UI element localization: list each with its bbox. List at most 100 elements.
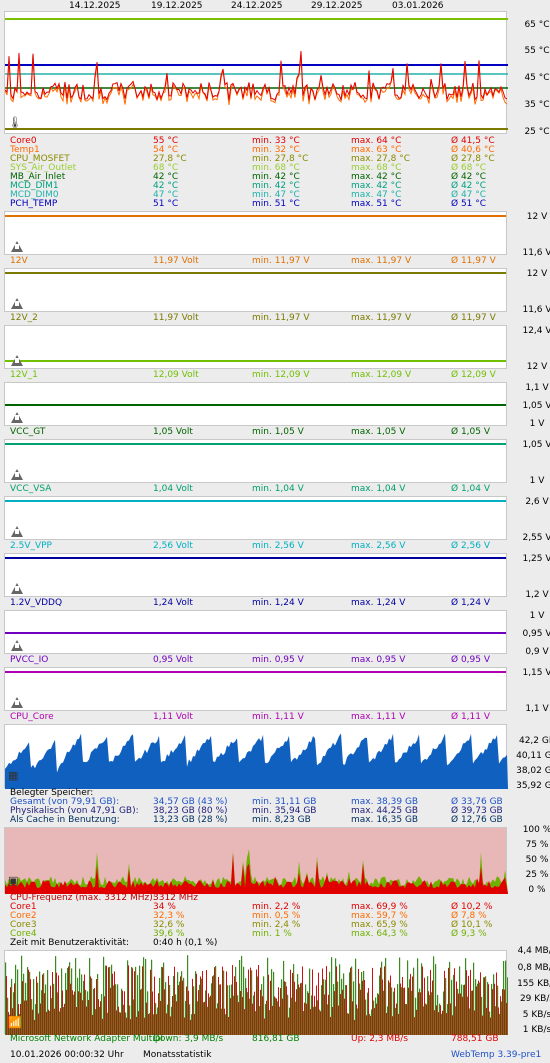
net-down-bar <box>69 962 71 1035</box>
net-up-bar <box>216 1008 217 1035</box>
voltage-chart-cpu_core[interactable] <box>4 667 507 711</box>
net-down-bar <box>435 964 437 1035</box>
net-up-bar <box>206 970 207 1035</box>
net-down-bar <box>187 955 189 1035</box>
net-down-bar <box>385 957 387 1035</box>
temp-axis-label: 35 °C <box>524 100 550 110</box>
net-down-bar <box>21 955 23 1035</box>
net-up-bar <box>420 992 421 1035</box>
net-down-bar <box>491 984 493 1035</box>
net-up-bar <box>368 988 369 1035</box>
net-up-bar <box>190 1019 191 1035</box>
net-down-bar <box>419 988 421 1035</box>
voltage-chart-1.2v_vddq[interactable] <box>4 553 507 597</box>
volt-axis-label: 11,6 V <box>522 248 550 258</box>
net-down-bar <box>119 1012 121 1035</box>
voltage-chart-pvcc_io[interactable] <box>4 610 507 654</box>
legend-row: Core0 55 °C min. 33 °C max. 64 °C Ø 41,5 °C <box>10 136 495 146</box>
net-down-bar <box>411 990 413 1035</box>
net-down-bar <box>47 970 49 1035</box>
net-down-bar <box>383 990 385 1035</box>
net-up-bar <box>482 1015 483 1035</box>
net-up-bar <box>296 989 297 1035</box>
net-down-bar <box>437 994 439 1035</box>
net-up-bar <box>500 996 501 1035</box>
cpu-chip-icon: ▣ <box>8 874 19 887</box>
net-up-bar <box>132 968 133 1035</box>
net-down-bar <box>475 979 477 1035</box>
net-down-bar <box>301 982 303 1035</box>
memory-chart[interactable]: ▦ <box>4 724 508 789</box>
net-up-bar <box>370 1016 371 1035</box>
net-up-bar <box>470 969 471 1035</box>
net-up-bar <box>36 976 37 1035</box>
net-down-bar <box>261 984 263 1035</box>
net-up-bar <box>280 988 281 1035</box>
net-down-bar <box>103 956 105 1035</box>
net-down-bar <box>121 988 123 1035</box>
net-down-bar <box>495 1006 497 1035</box>
voltage-line <box>5 404 506 406</box>
voltage-chart-vcc_vsa[interactable] <box>4 439 507 483</box>
net-down-bar <box>449 961 451 1035</box>
net-down-bar <box>171 1006 173 1035</box>
net-down-bar <box>325 979 327 1035</box>
net-up-bar <box>328 994 329 1035</box>
net-down-bar <box>473 962 475 1035</box>
net-down-bar <box>13 992 15 1035</box>
cpu-chart[interactable]: ▣ <box>4 827 508 894</box>
net-down-bar <box>197 1001 199 1035</box>
net-up-bar <box>292 973 293 1035</box>
net-down-bar <box>453 974 455 1035</box>
net-up-bar <box>448 967 449 1035</box>
voltage-chart-12v[interactable] <box>4 211 507 255</box>
app-version-link[interactable]: WebTemp 3.39-pre1 <box>451 1050 542 1060</box>
net-up-bar <box>128 965 129 1035</box>
cpu-axis-label: 100 % <box>522 825 550 835</box>
net-up-bar <box>140 989 141 1035</box>
net-down-bar <box>343 973 345 1035</box>
volt-axis-label: 2,6 V <box>525 497 549 507</box>
net-down-bar <box>477 983 479 1035</box>
net-up-bar <box>388 980 389 1035</box>
net-down-bar <box>157 1007 159 1035</box>
network-chart[interactable]: 📶 <box>4 950 508 1035</box>
net-down-bar <box>307 991 309 1035</box>
net-up-bar <box>50 985 51 1035</box>
voltage-chart-12v_1[interactable] <box>4 325 507 369</box>
voltage-chart-12v_2[interactable] <box>4 268 507 312</box>
net-down-bar <box>331 957 333 1035</box>
voltage-chart-2.5v_vpp[interactable] <box>4 496 507 540</box>
net-up-bar <box>240 991 241 1035</box>
net-up-bar <box>48 1009 49 1035</box>
net-down-bar <box>317 1000 319 1035</box>
temperature-chart[interactable]: 🌡 <box>4 11 508 134</box>
net-up-bar <box>480 972 481 1035</box>
net-up-bar <box>46 1011 47 1035</box>
view-mode-link[interactable]: Monatsstatistik <box>143 1050 212 1060</box>
network-up-rate: Up: 2,3 MB/s <box>351 1034 409 1044</box>
net-down-bar <box>493 974 495 1035</box>
net-up-bar <box>146 1002 147 1035</box>
volt-axis-label: 1,25 V <box>522 554 550 564</box>
net-up-bar <box>108 967 109 1035</box>
net-down-bar <box>141 988 143 1035</box>
net-up-bar <box>320 1011 321 1035</box>
net-up-bar <box>202 971 203 1035</box>
net-up-bar <box>98 999 99 1035</box>
warning-triangle-icon <box>11 355 23 366</box>
voltage-line <box>5 215 506 217</box>
net-down-bar <box>255 1011 257 1035</box>
net-down-bar <box>225 1014 227 1035</box>
net-up-bar <box>196 973 197 1035</box>
net-down-bar <box>73 994 75 1035</box>
net-up-bar <box>474 1010 475 1035</box>
net-up-bar <box>330 1016 331 1035</box>
net-down-bar <box>111 964 113 1035</box>
net-up-bar <box>112 973 113 1035</box>
net-down-bar <box>93 988 95 1035</box>
voltage-chart-vcc_gt[interactable] <box>4 382 507 426</box>
net-up-bar <box>56 972 57 1035</box>
